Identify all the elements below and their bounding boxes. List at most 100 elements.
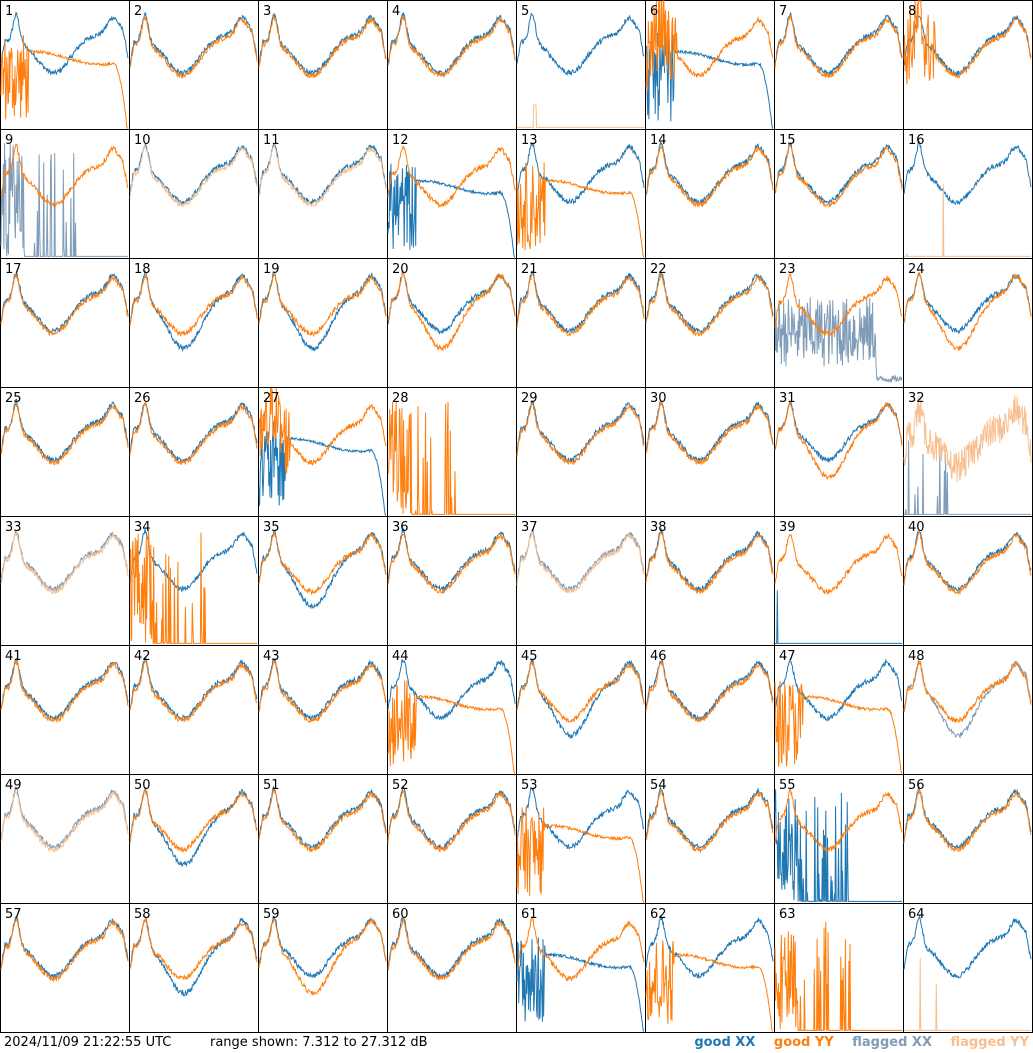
panel-label: 48 xyxy=(908,649,925,664)
panel-label: 49 xyxy=(5,778,22,793)
series-yy-34 xyxy=(129,530,257,644)
panel-4: 4 xyxy=(387,0,517,130)
series-yy-29 xyxy=(516,402,645,465)
panel-38: 38 xyxy=(645,516,775,646)
panel-8: 8 xyxy=(903,0,1033,130)
series-xx-23 xyxy=(774,297,903,384)
panel-48: 48 xyxy=(903,645,1033,775)
panel-64: 64 xyxy=(903,903,1033,1033)
series-xx-64 xyxy=(903,915,1032,979)
panel-label: 25 xyxy=(5,391,22,406)
series-yy-52 xyxy=(387,788,516,853)
panel-61: 61 xyxy=(516,903,646,1033)
panel-label: 29 xyxy=(521,391,538,406)
series-xx-4 xyxy=(387,11,516,76)
panel-label: 33 xyxy=(5,520,22,535)
panel-27: 27 xyxy=(258,387,388,517)
panel-label: 44 xyxy=(392,649,409,664)
series-yy-22 xyxy=(645,273,774,337)
panel-15: 15 xyxy=(774,129,904,259)
panel-label: 52 xyxy=(392,778,409,793)
series-xx-40 xyxy=(903,530,1032,592)
panel-23: 23 xyxy=(774,258,904,388)
panel-17: 17 xyxy=(0,258,130,388)
panel-2: 2 xyxy=(129,0,259,130)
panel-label: 38 xyxy=(650,520,667,535)
series-yy-36 xyxy=(387,532,516,594)
panel-label: 22 xyxy=(650,262,667,277)
series-yy-30 xyxy=(645,400,774,466)
series-yy-33 xyxy=(0,532,129,595)
panel-40: 40 xyxy=(903,516,1033,646)
panel-label: 17 xyxy=(5,262,22,277)
series-yy-51 xyxy=(258,787,387,854)
legend-good-yy: good YY xyxy=(773,1035,834,1050)
panel-label: 40 xyxy=(908,520,925,535)
range-label: range shown: 7.312 to 27.312 dB xyxy=(210,1035,428,1050)
panel-label: 21 xyxy=(521,262,538,277)
panel-62: 62 xyxy=(645,903,775,1033)
series-yy-58 xyxy=(129,917,258,981)
panel-11: 11 xyxy=(258,129,388,259)
series-yy-50 xyxy=(129,787,258,854)
panel-label: 51 xyxy=(263,778,280,793)
series-yy-15 xyxy=(774,144,903,208)
panel-label: 41 xyxy=(5,649,22,664)
series-xx-16 xyxy=(903,140,1032,206)
panel-label: 13 xyxy=(521,133,538,148)
series-xx-61 xyxy=(516,937,644,1032)
panel-13: 13 xyxy=(516,129,646,259)
panel-label: 16 xyxy=(908,133,925,148)
panel-label: 45 xyxy=(521,649,538,664)
series-xx-26 xyxy=(129,401,258,464)
panel-label: 19 xyxy=(263,262,280,277)
panel-label: 63 xyxy=(779,907,796,922)
series-yy-42 xyxy=(129,660,258,723)
legend-flagged-yy: flagged YY xyxy=(950,1035,1030,1050)
series-yy-57 xyxy=(0,916,129,983)
series-yy-20 xyxy=(387,271,516,351)
series-xx-1 xyxy=(0,11,129,76)
series-yy-59 xyxy=(258,917,387,996)
panel-label: 32 xyxy=(908,391,925,406)
panel-3: 3 xyxy=(258,0,388,130)
series-xx-5 xyxy=(516,12,645,77)
panel-25: 25 xyxy=(0,387,130,517)
series-xx-21 xyxy=(516,270,645,335)
series-xx-56 xyxy=(903,785,1032,850)
series-yy-63 xyxy=(774,921,902,1031)
series-yy-47 xyxy=(774,681,902,774)
panel-18: 18 xyxy=(129,258,259,388)
panel-label: 43 xyxy=(263,649,280,664)
series-yy-18 xyxy=(129,274,258,338)
panel-59: 59 xyxy=(258,903,388,1033)
panel-label: 39 xyxy=(779,520,796,535)
series-yy-44 xyxy=(387,680,515,774)
panel-label: 8 xyxy=(908,4,916,19)
series-xx-44 xyxy=(387,659,516,721)
panel-19: 19 xyxy=(258,258,388,388)
panel-label: 56 xyxy=(908,778,925,793)
series-xx-2 xyxy=(129,12,258,78)
panel-9: 9 xyxy=(0,129,130,259)
series-yy-64 xyxy=(904,958,1031,1031)
panel-54: 54 xyxy=(645,774,775,904)
panel-label: 26 xyxy=(134,391,151,406)
series-yy-53 xyxy=(516,807,644,903)
series-xx-39 xyxy=(775,590,902,644)
panel-60: 60 xyxy=(387,903,517,1033)
panel-52: 52 xyxy=(387,774,517,904)
series-xx-6 xyxy=(645,32,773,129)
panel-label: 18 xyxy=(134,262,151,277)
series-yy-37 xyxy=(516,530,645,595)
series-yy-28 xyxy=(387,401,515,515)
panel-label: 31 xyxy=(779,391,796,406)
legend-flagged-xx: flagged XX xyxy=(852,1035,932,1050)
panel-frame xyxy=(0,258,130,388)
series-yy-6 xyxy=(645,0,774,92)
panel-label: 53 xyxy=(521,778,538,793)
panel-24: 24 xyxy=(903,258,1033,388)
panel-58: 58 xyxy=(129,903,259,1033)
panel-label: 27 xyxy=(263,391,280,406)
